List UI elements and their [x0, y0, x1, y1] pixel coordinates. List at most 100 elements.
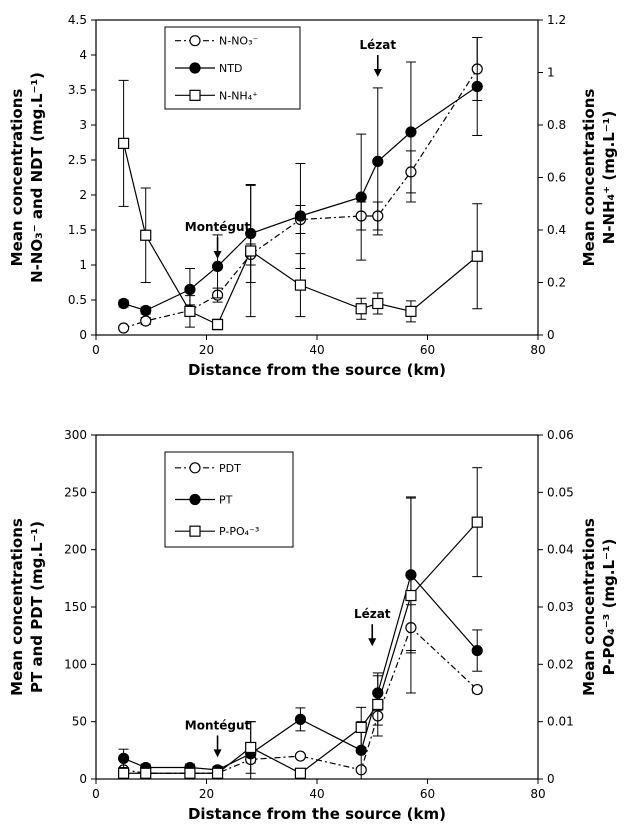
y-tick-label: 50 — [72, 715, 87, 729]
legend: N-NO₃⁻ NTD N-NH₄⁺ — [164, 26, 301, 110]
y2-tick-label: 0.6 — [547, 171, 566, 185]
y-tick-label: 1 — [79, 258, 87, 272]
x-tick-label: 60 — [420, 787, 435, 801]
annotation-label: Montégut — [185, 718, 251, 732]
y2-tick-label: 0.03 — [547, 600, 574, 614]
data-point — [405, 589, 417, 602]
x-tick-label: 40 — [309, 787, 324, 801]
data-point — [294, 767, 307, 779]
data-point — [372, 155, 384, 167]
y-axis-title-line-2: N-NO₃⁻ and NDT (mg.L⁻¹) — [28, 72, 46, 283]
y-tick-label: 3 — [79, 118, 87, 132]
series-2 — [118, 37, 483, 317]
data-point — [118, 137, 130, 149]
y-tick-label: 100 — [64, 657, 87, 671]
y-tick-label: 3.5 — [68, 83, 87, 97]
legend-label: N-NO₃⁻ — [219, 35, 258, 48]
series-line — [123, 521, 478, 774]
y2-tick-label: 0.06 — [547, 428, 574, 442]
data-point — [294, 210, 307, 222]
y-tick-label: 2.5 — [68, 153, 87, 167]
y-axis-title-line-2: PT and PDT (mg.L⁻¹) — [28, 521, 46, 693]
annotation-label: Montégut — [185, 220, 251, 234]
annotation-2: Lézat — [354, 607, 391, 647]
data-point — [184, 305, 196, 317]
x-tick-label: 20 — [199, 343, 214, 357]
y-tick-label: 300 — [64, 428, 87, 442]
data-point — [355, 191, 367, 203]
legend-label: N-NH₄⁺ — [219, 89, 258, 102]
y2-tick-label: 0.01 — [547, 715, 574, 729]
data-point — [471, 250, 483, 262]
y2-tick-label: 0 — [547, 772, 555, 786]
legend-marker — [189, 62, 201, 74]
legend-label: PT — [219, 494, 233, 507]
y2-axis-title-line-1: Mean concentrations — [580, 89, 598, 267]
data-point — [471, 683, 483, 696]
data-point — [184, 767, 196, 779]
data-point — [471, 516, 483, 528]
y-tick-label: 200 — [64, 543, 87, 557]
y-tick-label: 1.5 — [68, 223, 87, 237]
data-point — [355, 303, 367, 315]
series-3 — [118, 467, 483, 779]
data-point — [118, 767, 130, 779]
y2-axis-title-line-1: Mean concentrations — [580, 518, 598, 696]
y-tick-label: 0 — [79, 772, 87, 786]
legend-label: PDT — [219, 462, 241, 475]
y2-tick-label: 0.4 — [547, 223, 566, 237]
x-tick-label: 20 — [199, 787, 214, 801]
x-tick-label: 80 — [530, 787, 545, 801]
series-line — [123, 573, 478, 771]
series-1 — [118, 604, 483, 779]
data-point — [118, 297, 130, 310]
y-tick-label: 4.5 — [68, 13, 87, 27]
x-tick-label: 0 — [92, 343, 100, 357]
data-point — [118, 322, 130, 334]
data-point — [245, 245, 257, 257]
data-point — [140, 767, 152, 779]
x-axis-title: Distance from the source (km) — [188, 361, 446, 379]
plot-frame — [95, 19, 539, 336]
data-point — [294, 750, 307, 762]
data-point — [471, 644, 483, 657]
y-tick-label: 250 — [64, 485, 87, 499]
data-point — [245, 741, 257, 754]
y2-axis-title-line-2: N-NH₄⁺ (mg.L⁻¹) — [600, 111, 618, 244]
y-tick-label: 0 — [79, 328, 87, 342]
legend-marker — [189, 493, 201, 506]
data-point — [471, 80, 483, 93]
data-point — [355, 721, 367, 734]
annotation-arrow-head — [213, 251, 222, 259]
annotation-arrow-head — [373, 69, 382, 77]
data-point — [294, 279, 307, 291]
series-line — [123, 86, 478, 312]
y-axis-title-line-1: Mean concentrations — [8, 89, 26, 267]
y-tick-label: 4 — [79, 48, 87, 62]
data-point — [372, 297, 384, 310]
data-point — [405, 126, 417, 138]
legend-marker — [189, 89, 201, 101]
data-point — [184, 283, 196, 296]
y2-tick-label: 0.02 — [547, 657, 574, 671]
legend: PDT PT P-PO₄⁻³ — [164, 451, 294, 548]
legend-marker — [189, 462, 201, 474]
data-point — [405, 305, 417, 317]
data-point — [140, 304, 152, 317]
y-axis-title-line-1: Mean concentrations — [8, 518, 26, 696]
x-tick-label: 80 — [530, 343, 545, 357]
chart-panel-1: 0 20 40 60 8000.511.522.533.544.500.20.40.60… — [8, 13, 618, 379]
annotation-2: Lézat — [359, 38, 396, 77]
y-tick-label: 0.5 — [68, 293, 87, 307]
x-tick-label: 40 — [309, 343, 324, 357]
y2-tick-label: 0.04 — [547, 543, 574, 557]
annotation-1: Montégut — [185, 220, 251, 259]
data-point — [140, 315, 152, 327]
y-tick-label: 150 — [64, 600, 87, 614]
legend-label: P-PO₄⁻³ — [219, 525, 259, 538]
series-line — [123, 143, 478, 326]
y2-axis-title-line-2: P-PO₄⁻³ (mg.L⁻¹) — [600, 539, 618, 676]
x-tick-label: 0 — [92, 787, 100, 801]
data-point — [372, 698, 384, 711]
